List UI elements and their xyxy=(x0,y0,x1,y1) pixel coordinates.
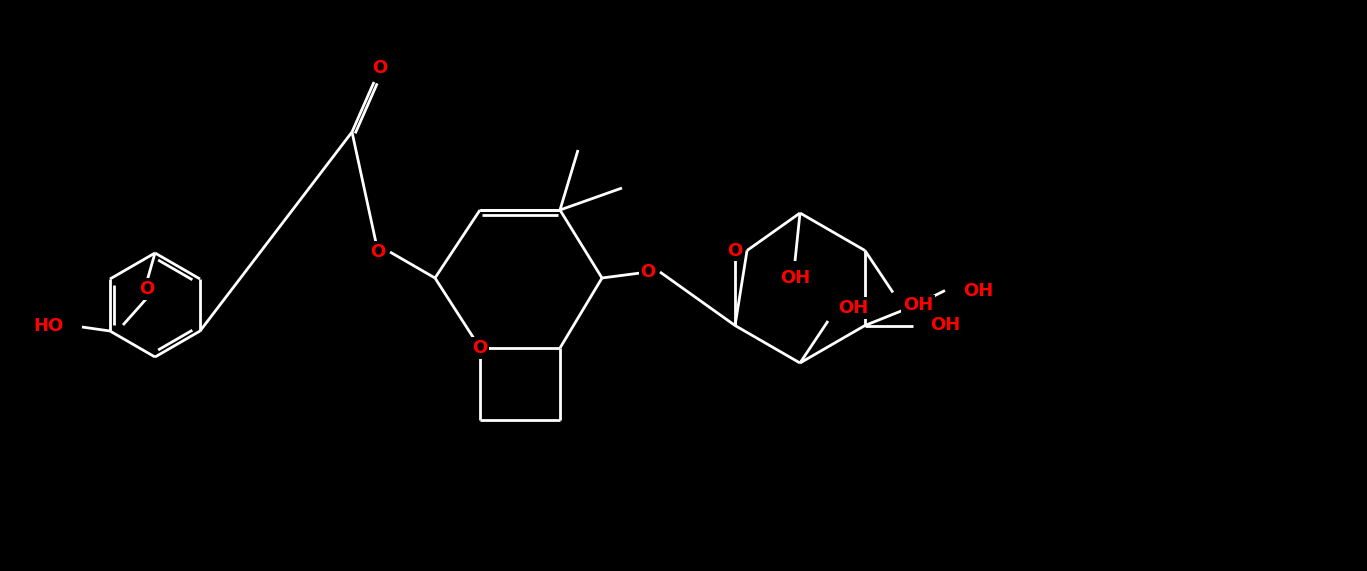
Text: OH: OH xyxy=(781,269,811,287)
Text: O: O xyxy=(372,59,388,77)
Text: O: O xyxy=(640,263,656,281)
Text: O: O xyxy=(139,280,154,298)
Text: OH: OH xyxy=(930,316,960,335)
Text: HO: HO xyxy=(34,317,64,335)
Text: O: O xyxy=(473,339,488,357)
Text: O: O xyxy=(370,243,385,261)
Text: OH: OH xyxy=(962,282,994,300)
Text: OH: OH xyxy=(904,296,934,315)
Text: OH: OH xyxy=(838,299,868,317)
Text: O: O xyxy=(727,242,742,259)
